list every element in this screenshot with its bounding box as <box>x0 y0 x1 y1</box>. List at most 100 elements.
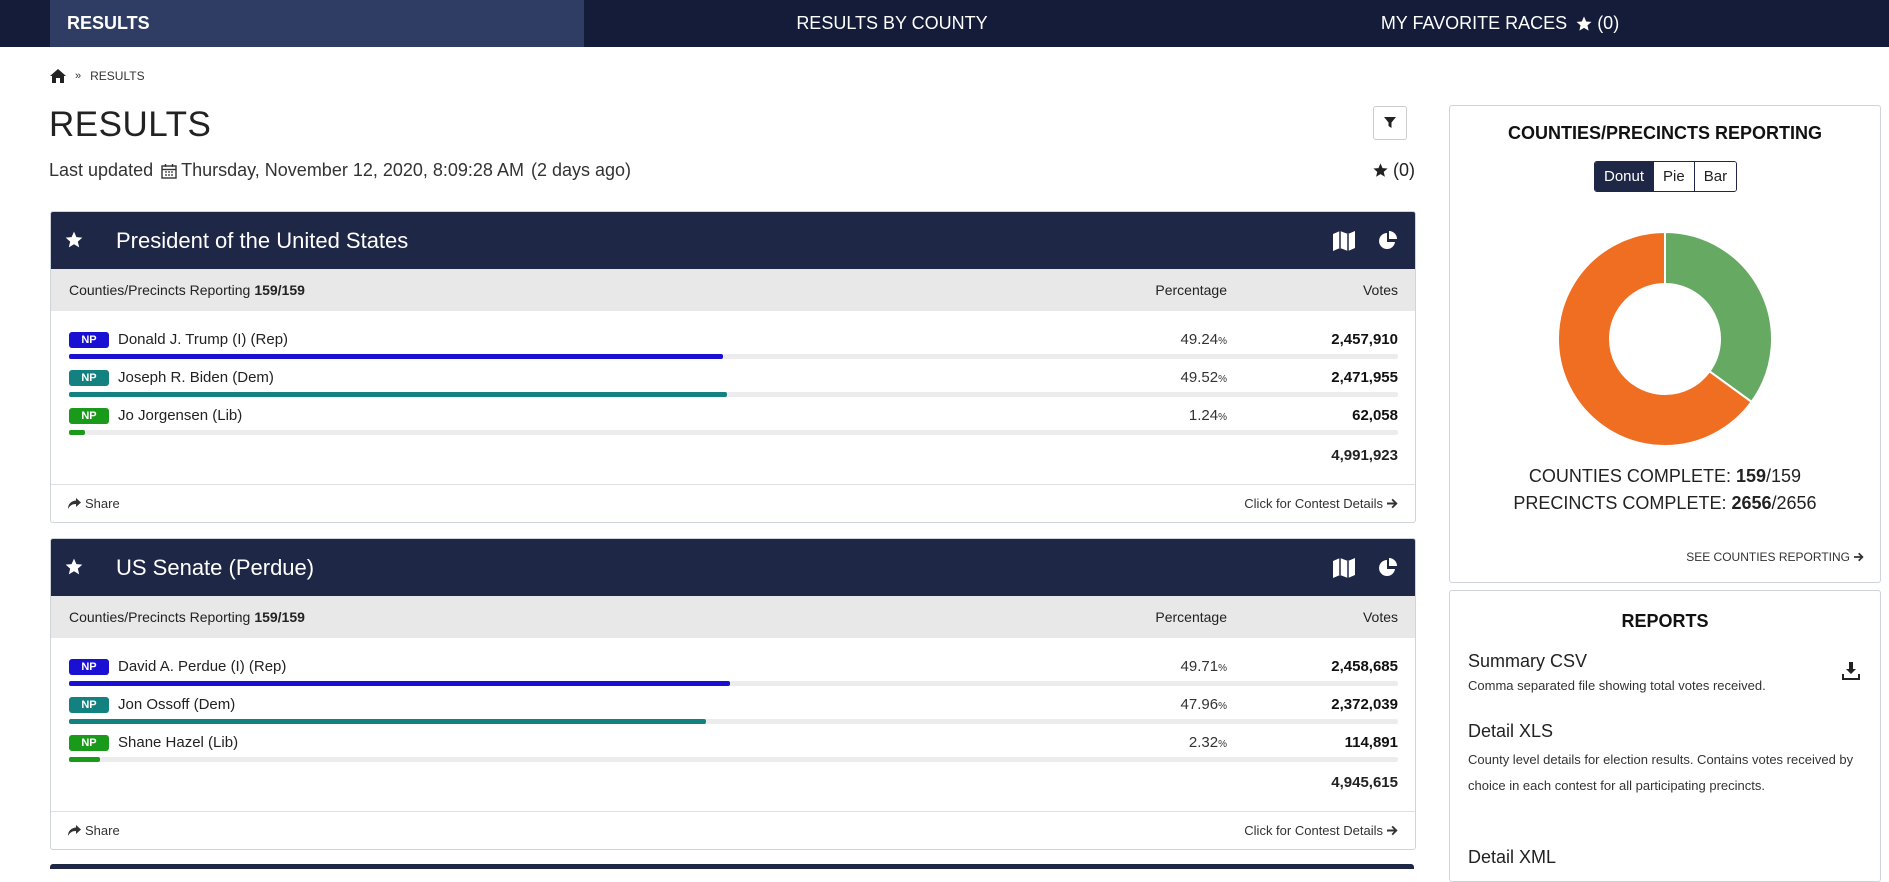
report-item[interactable]: Summary CSV Comma separated file showing… <box>1468 651 1858 695</box>
reporting-status: Counties/Precincts Reporting 159/159 <box>69 282 305 298</box>
share-label: Share <box>85 496 120 511</box>
candidate-row: NP Joseph R. Biden (Dem) 49.52% 2,471,95… <box>51 359 1415 397</box>
vote-bar-track <box>69 430 1398 435</box>
total-votes-row: 4,945,615 <box>51 762 1415 802</box>
reports-panel-title: REPORTS <box>1621 611 1709 631</box>
contest-header: US Senate (Perdue) <box>51 539 1415 596</box>
contest-header: President of the United States <box>51 212 1415 269</box>
report-title: Summary CSV <box>1468 651 1588 671</box>
vote-bar-track <box>69 354 1398 359</box>
reporting-panel-title: COUNTIES/PRECINCTS REPORTING <box>1507 123 1823 143</box>
report-item[interactable]: Detail XLS County level details for elec… <box>1468 721 1858 799</box>
favorite-star-icon[interactable] <box>64 230 84 250</box>
candidate-votes: 2,372,039 <box>1331 696 1398 713</box>
contest-subheader: Counties/Precincts Reporting 159/159 Perc… <box>51 596 1415 638</box>
contest-details-link[interactable]: Click for Contest Details <box>1244 823 1398 838</box>
tab-my-favorite-races[interactable]: MY FAVORITE RACES (0) <box>1200 0 1800 47</box>
vote-bar-track <box>69 392 1398 397</box>
see-counties-reporting-link[interactable]: SEE COUNTIES REPORTING <box>1686 550 1864 564</box>
candidate-name: Shane Hazel (Lib) <box>118 734 239 751</box>
filter-button[interactable] <box>1373 106 1407 140</box>
vote-bar-track <box>69 681 1398 686</box>
contest-details-label: Click for Contest Details <box>1244 823 1383 838</box>
tab-results-label: RESULTS <box>67 13 150 33</box>
candidate-percentage: 49.24% <box>1181 331 1227 348</box>
precincts-label: PRECINCTS COMPLETE: <box>1513 493 1727 513</box>
contest-title: President of the United States <box>116 227 409 253</box>
star-icon <box>1373 163 1388 177</box>
vote-bar-track <box>69 757 1398 762</box>
votes-header: Votes <box>1362 282 1398 298</box>
vote-bar <box>69 681 730 686</box>
tab-by-county-label: RESULTS BY COUNTY <box>796 13 988 33</box>
party-badge: NP <box>69 735 109 751</box>
donut-segment-1 <box>1557 230 1753 447</box>
tab-results-by-county[interactable]: RESULTS BY COUNTY <box>584 0 1200 47</box>
share-link[interactable]: Share <box>68 823 120 838</box>
chart-type-donut[interactable]: Donut <box>1595 162 1654 191</box>
pct-value: 2.32 <box>1188 734 1219 751</box>
download-icon[interactable] <box>1842 662 1860 680</box>
tab-favorites-label: MY FAVORITE RACES <box>1380 13 1568 33</box>
contest-footer: Share Click for Contest Details <box>51 484 1415 522</box>
pie-chart-icon[interactable] <box>1378 558 1398 578</box>
total-votes-row: 4,991,923 <box>51 435 1415 475</box>
report-title: Detail XML <box>1468 847 1557 867</box>
last-updated-value: Thursday, November 12, 2020, 8:09:28 AM <box>181 160 524 180</box>
chart-type-pie[interactable]: Pie <box>1653 162 1694 191</box>
candidate-votes: 114,891 <box>1344 734 1398 751</box>
vote-bar <box>69 430 86 435</box>
percentage-header: Percentage <box>1155 609 1227 625</box>
donut-segment-0 <box>1664 230 1773 404</box>
candidate-percentage: 49.71% <box>1181 658 1227 675</box>
precincts-total: /2656 <box>1771 493 1817 513</box>
candidate-row: NP Jo Jorgensen (Lib) 1.24% 62,058 <box>51 397 1415 435</box>
reporting-label: Counties/Precincts Reporting <box>69 282 251 298</box>
tab-favorites-count: (0) <box>1597 13 1620 33</box>
candidate-name: Jo Jorgensen (Lib) <box>118 407 243 424</box>
counties-label: COUNTIES COMPLETE: <box>1528 466 1731 486</box>
arrow-right-icon <box>1854 552 1864 562</box>
contest-card: President of the United States Counties/… <box>50 211 1416 523</box>
last-updated: Last updated Thursday, November 12, 2020… <box>49 160 631 181</box>
pct-unit: % <box>1218 412 1227 423</box>
party-badge: NP <box>69 659 109 675</box>
favorites-counter[interactable]: (0) <box>1372 160 1415 181</box>
report-item[interactable]: Detail XML <box>1468 847 1858 868</box>
map-icon[interactable] <box>1333 231 1355 251</box>
party-badge: NP <box>69 408 109 424</box>
favorite-star-icon[interactable] <box>64 557 84 577</box>
reporting-label: Counties/Precincts Reporting <box>69 609 251 625</box>
total-votes: 4,991,923 <box>1331 447 1398 464</box>
pct-value: 47.96 <box>1180 696 1219 713</box>
vote-bar <box>69 354 724 359</box>
breadcrumb: » RESULTS <box>50 69 145 83</box>
candidate-row: NP Jon Ossoff (Dem) 47.96% 2,372,039 <box>51 686 1415 724</box>
candidate-row: NP Shane Hazel (Lib) 2.32% 114,891 <box>51 724 1415 762</box>
contest-details-link[interactable]: Click for Contest Details <box>1244 496 1398 511</box>
candidate-votes: 2,471,955 <box>1331 369 1398 386</box>
contest-footer: Share Click for Contest Details <box>51 811 1415 849</box>
home-icon[interactable] <box>50 69 66 83</box>
reporting-panel: COUNTIES/PRECINCTS REPORTING Donut Pie B… <box>1449 105 1881 583</box>
pct-unit: % <box>1218 374 1227 385</box>
vote-bar <box>69 757 100 762</box>
total-votes: 4,945,615 <box>1331 774 1398 791</box>
tab-results[interactable]: RESULTS <box>50 0 584 47</box>
pct-value: 49.71 <box>1180 658 1219 675</box>
percentage-header: Percentage <box>1155 282 1227 298</box>
map-icon[interactable] <box>1333 558 1355 578</box>
candidate-percentage: 1.24% <box>1189 407 1227 424</box>
pct-value: 49.24 <box>1180 331 1219 348</box>
candidate-name: Donald J. Trump (I) (Rep) <box>118 331 289 348</box>
party-badge: NP <box>69 332 109 348</box>
vote-bar <box>69 392 728 397</box>
report-description: County level details for election result… <box>1468 752 1854 793</box>
votes-header: Votes <box>1362 609 1398 625</box>
share-link[interactable]: Share <box>68 496 120 511</box>
candidate-name: Jon Ossoff (Dem) <box>118 696 236 713</box>
last-updated-ago: (2 days ago) <box>530 160 632 180</box>
vote-bar-track <box>69 719 1398 724</box>
chart-type-bar[interactable]: Bar <box>1693 162 1737 191</box>
pie-chart-icon[interactable] <box>1378 231 1398 251</box>
